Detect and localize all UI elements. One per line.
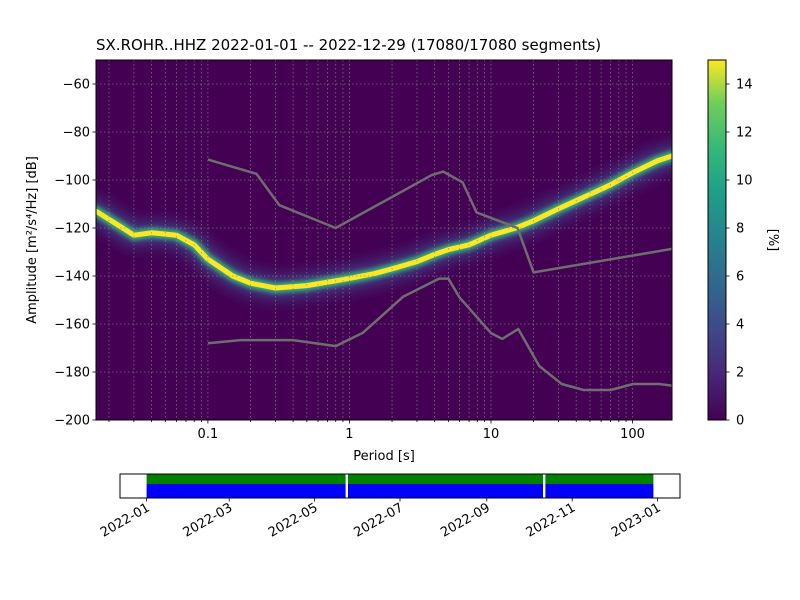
y-tick-label: −120 — [54, 222, 90, 237]
colorbar-tick-label: 8 — [736, 222, 744, 237]
coverage-gap — [345, 474, 348, 498]
x-axis: 0.1 1 10 100 — [108, 420, 645, 442]
plot-frame — [95, 59, 673, 421]
y-tick-label: −180 — [54, 366, 90, 381]
colorbar-tick-label: 0 — [736, 414, 744, 429]
colorbar-label: [%] — [765, 229, 780, 252]
coverage-gap — [543, 474, 546, 498]
low-noise-model-line — [207, 277, 672, 392]
y-axis: −200 −180 −160 −140 −120 −100 −80 −60 — [54, 78, 96, 429]
vertical-gridlines — [108, 60, 633, 420]
colorbar-tick-label: 4 — [736, 318, 744, 333]
coverage-bar-green — [146, 474, 654, 484]
x-axis-label: Period [s] — [353, 449, 415, 464]
x-tick-label: 10 — [483, 427, 500, 442]
heatmap-area — [96, 60, 672, 420]
x-tick-label: 1 — [345, 427, 353, 442]
timeline-tick-label: 2022-01 — [98, 500, 153, 540]
timeline-axis: 2022-01 2022-03 2022-05 2022-07 2022-09 2022-… — [98, 498, 664, 541]
y-tick-label: −60 — [63, 78, 90, 93]
x-tick-label: 100 — [620, 427, 645, 442]
colorbar-tick-label: 10 — [736, 174, 753, 189]
x-tick-label: 0.1 — [198, 427, 219, 442]
coverage-gaps — [345, 474, 546, 498]
timeline-tick-label: 2022-09 — [438, 500, 493, 540]
mode-core — [96, 153, 672, 291]
timeline-tick-label: 2022-11 — [524, 500, 579, 540]
y-tick-label: −100 — [54, 174, 90, 189]
colorbar — [707, 59, 727, 421]
timeline-tick-label: 2023-01 — [609, 500, 664, 540]
colorbar-axis: 0 2 4 6 8 10 12 14 — [726, 78, 753, 429]
high-noise-model-line — [207, 158, 672, 274]
chart-title: SX.ROHR..HHZ 2022-01-01 -- 2022-12-29 (1… — [96, 36, 602, 54]
timeline-tick-label: 2022-05 — [266, 500, 321, 540]
timeline-tick-label: 2022-07 — [351, 500, 406, 540]
colorbar-tick-label: 14 — [736, 78, 753, 93]
colorbar-tick-label: 12 — [736, 126, 753, 141]
y-tick-label: −160 — [54, 318, 90, 333]
timeline-tick-label: 2022-03 — [181, 500, 236, 540]
y-tick-label: −200 — [54, 414, 90, 429]
y-tick-label: −140 — [54, 270, 90, 285]
horizontal-gridlines — [96, 83, 672, 420]
coverage-bar-blue — [146, 484, 654, 498]
y-axis-label: Amplitude [m²/s⁴/Hz] [dB] — [25, 156, 40, 324]
colorbar-tick-label: 6 — [736, 270, 744, 285]
colorbar-tick-label: 2 — [736, 366, 744, 381]
y-tick-label: −80 — [63, 126, 90, 141]
